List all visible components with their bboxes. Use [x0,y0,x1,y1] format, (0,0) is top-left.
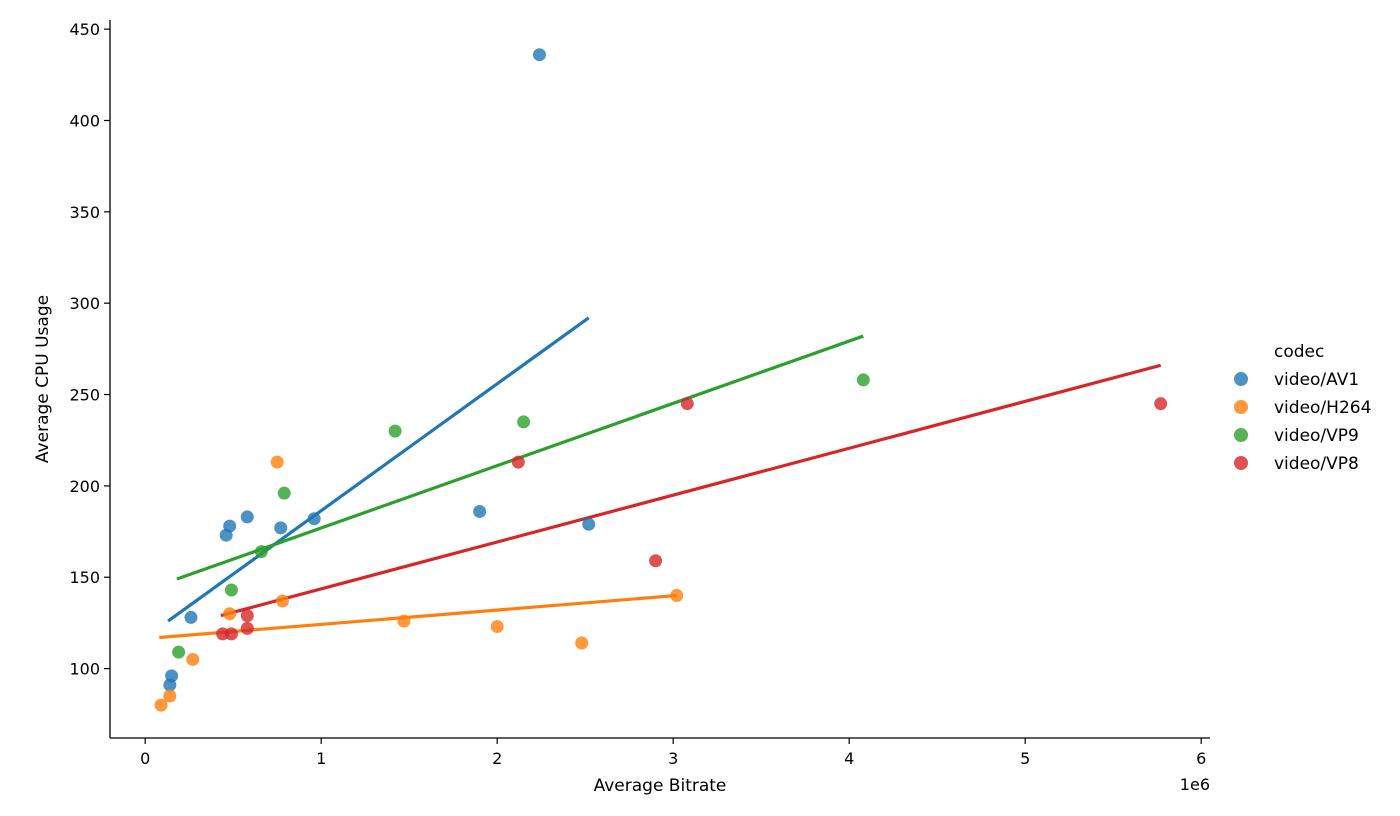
data-point-video-h264 [186,652,200,666]
x-tick-label: 1 [316,749,326,768]
y-tick-label: 350 [69,203,100,222]
y-tick-label: 300 [69,294,100,313]
legend-items: video/AV1 video/H264 video/VP9 video/VP8 [1234,370,1371,474]
data-point-video-vp9 [856,373,870,387]
y-axis-label: Average CPU Usage [33,295,53,463]
data-point-video-h264 [275,594,289,608]
x-ticks: 0 1 2 3 4 5 6 [140,738,1206,768]
data-point-video-vp9 [388,424,402,438]
regression-line-video-av1 [167,316,590,623]
data-point-video-h264 [154,698,168,712]
legend-label: video/H264 [1274,398,1371,418]
legend: codec video/AV1video/H264video/VP9video/… [1234,342,1371,474]
data-point-video-av1 [184,610,198,624]
legend-marker [1234,428,1248,442]
y-tick-label: 200 [69,477,100,496]
legend-marker [1234,400,1248,414]
data-point-video-av1 [532,48,546,62]
legend-label: video/AV1 [1274,370,1359,390]
axes: 0 1 2 3 4 5 6 100 150 200 250 300 350 400 450 [69,20,1210,768]
x-tick-label: 2 [492,749,502,768]
data-point-video-av1 [307,512,321,526]
data-point-video-av1 [240,510,254,524]
legend-label: video/VP8 [1274,454,1359,474]
data-point-video-vp8 [240,621,254,635]
x-axis-label: Average Bitrate [594,776,727,796]
y-tick-label: 400 [69,111,100,130]
x-offset-label: 1e6 [1180,775,1210,794]
data-point-video-vp8 [649,554,663,568]
legend-marker [1234,456,1248,470]
regression-line-video-vp8 [220,363,1162,618]
data-point-video-vp9 [224,583,238,597]
x-tick-label: 3 [668,749,678,768]
legend-label: video/VP9 [1274,426,1359,446]
plot-area [154,48,1168,712]
data-point-video-av1 [274,521,288,535]
y-tick-label: 150 [69,568,100,587]
data-point-video-vp9 [517,415,531,429]
data-point-video-vp8 [224,627,238,641]
data-point-video-h264 [163,689,177,703]
y-tick-label: 100 [69,660,100,679]
x-tick-label: 4 [844,749,854,768]
data-point-video-h264 [223,607,237,621]
x-tick-label: 0 [140,749,150,768]
x-tick-label: 5 [1020,749,1030,768]
legend-marker [1234,372,1248,386]
data-point-video-h264 [490,620,504,634]
y-tick-label: 450 [69,20,100,39]
data-point-video-vp8 [680,397,694,411]
x-tick-label: 6 [1196,749,1206,768]
data-point-video-av1 [582,517,596,531]
data-point-video-h264 [397,614,411,628]
data-point-video-av1 [473,504,487,518]
data-point-video-vp8 [240,609,254,623]
data-point-video-av1 [223,519,237,533]
legend-title: codec [1274,342,1324,362]
data-point-video-h264 [670,588,684,602]
y-ticks: 100 150 200 250 300 350 400 450 [69,20,110,679]
data-point-video-vp9 [172,645,186,659]
data-point-video-vp9 [277,486,291,500]
data-point-video-av1 [165,669,179,683]
data-point-video-vp8 [511,455,525,469]
y-tick-label: 250 [69,386,100,405]
data-point-video-h264 [270,455,284,469]
data-point-video-h264 [575,636,589,650]
data-point-video-vp8 [1154,397,1168,411]
data-point-video-vp9 [254,545,268,559]
